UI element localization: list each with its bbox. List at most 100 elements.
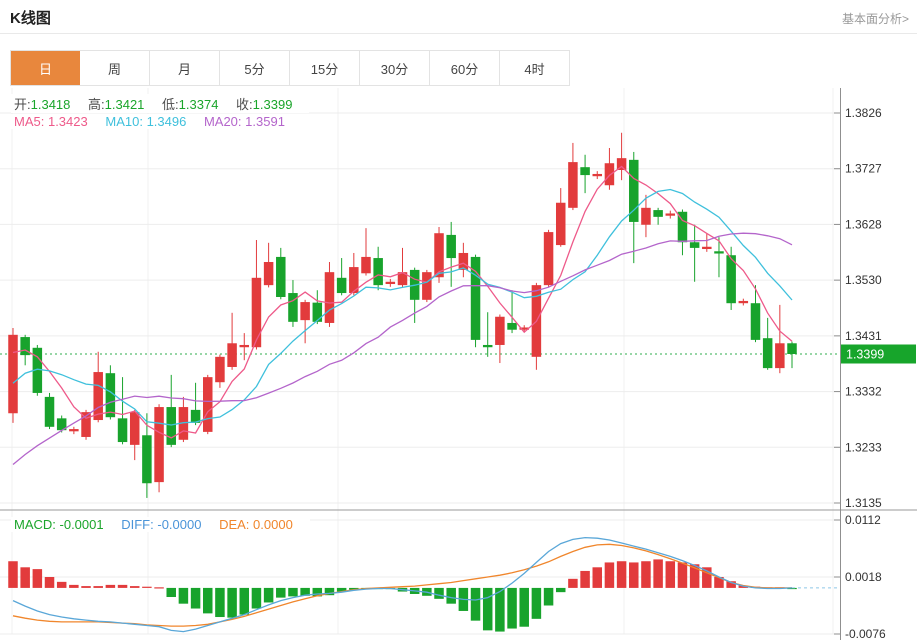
macd-axis-label: 0.0112 [845, 513, 881, 527]
open-label: 开: [14, 97, 31, 112]
tab-4hour[interactable]: 4时 [500, 51, 569, 85]
ma20-value: 1.3591 [245, 114, 285, 129]
open-value: 1.3418 [30, 97, 71, 112]
macd-hist-bar [178, 587, 189, 604]
macd-hist-bar [543, 587, 554, 606]
macd-hist-bar [288, 587, 298, 597]
candle-body [397, 272, 408, 286]
macd-hist-bar [117, 584, 128, 588]
tab-15min[interactable]: 15分 [290, 51, 360, 85]
candle-body [81, 412, 91, 437]
macd-hist-bar [336, 587, 347, 592]
tab-30min[interactable]: 30分 [360, 51, 430, 85]
candle-body [288, 293, 298, 322]
macd-hist-bar [69, 584, 79, 588]
macd-hist-bar [20, 567, 30, 588]
price-axis-label: 1.3135 [845, 496, 882, 510]
candle-body [458, 252, 469, 270]
tab-5min[interactable]: 5分 [220, 51, 290, 85]
macd-hist-bar [105, 584, 116, 588]
candle-body [56, 418, 67, 431]
macd-hist-bar [154, 587, 164, 589]
candle-body [629, 159, 639, 222]
period-tab-bar: 日 周 月 5分 15分 30分 60分 4时 [10, 50, 570, 86]
diff-line [12, 536, 793, 633]
candle-body [251, 277, 262, 348]
macd-hist-bar [276, 587, 286, 598]
price-axis-label: 1.3233 [845, 440, 882, 454]
candle-body [507, 322, 517, 330]
candle-body [677, 211, 688, 243]
macd-hist-bar [324, 587, 335, 596]
macd-hist-bar [8, 561, 18, 588]
macd-axis-label: -0.0076 [845, 627, 886, 641]
candle-body [239, 344, 250, 348]
candle-body [32, 347, 43, 393]
macd-hist-bar [190, 587, 201, 609]
ma20-label: MA20: [203, 114, 242, 129]
macd-hist-bar [604, 562, 615, 588]
candle-body [604, 163, 615, 186]
macd-hist-bar [665, 561, 676, 588]
candle-body [361, 256, 371, 274]
candle-body [20, 337, 30, 356]
candle-body [312, 302, 323, 322]
macd-hist-bar [32, 569, 43, 588]
tab-weekly[interactable]: 周 [80, 51, 150, 85]
ma10-line [12, 188, 793, 426]
candle-body [482, 344, 493, 348]
macd-hist-bar [702, 567, 712, 588]
macd-hist-bar [641, 561, 651, 588]
header: K线图 基本面分析> [0, 0, 917, 34]
price-axis-label: 1.3628 [845, 217, 882, 231]
page-title: K线图 [10, 10, 51, 27]
macd-hist-bar [531, 587, 542, 619]
macd-hist-bar [519, 587, 529, 627]
price-axis-label: 1.3431 [845, 329, 882, 343]
candle-body [519, 327, 529, 330]
macd-hist-bar [470, 587, 481, 621]
dea-value: 0.0000 [253, 517, 293, 532]
candle-body [762, 338, 773, 369]
tab-60min[interactable]: 60分 [430, 51, 500, 85]
macd-hist-bar [616, 561, 627, 588]
candle-body [142, 435, 152, 484]
ohlc-legend: 开:1.3418 高:1.3421 低:1.3374 收:1.3399 [11, 94, 310, 113]
macd-value: -0.0001 [59, 517, 104, 532]
candle-body [276, 256, 286, 297]
candle-body [93, 372, 103, 421]
ma-legend: MA5: 1.3423 MA10: 1.3496 MA20: 1.3591 [11, 114, 302, 129]
low-value: 1.3374 [178, 97, 219, 112]
macd-hist-bar [312, 587, 323, 597]
tab-daily[interactable]: 日 [11, 51, 80, 85]
macd-hist-bar [677, 562, 688, 588]
macd-hist-bar [227, 587, 237, 618]
macd-hist-bar [349, 587, 359, 590]
ma5-label: MA5: [14, 114, 45, 129]
candle-body [154, 407, 164, 483]
macd-hist-bar [726, 581, 736, 588]
macd-hist-bar [495, 587, 505, 632]
candle-body [203, 377, 213, 432]
high-label: 高: [88, 97, 105, 112]
dea-line [12, 543, 793, 627]
ma10-label: MA10: [105, 114, 143, 129]
candle-body [750, 303, 761, 340]
price-axis-label: 1.3332 [845, 385, 882, 399]
candle-body [434, 233, 444, 278]
candle-body [373, 258, 383, 286]
candle-body [385, 281, 396, 285]
candle-body [105, 373, 116, 418]
candle-body [665, 213, 676, 216]
macd-hist-bar [653, 559, 663, 588]
tab-monthly[interactable]: 月 [150, 51, 220, 85]
macd-hist-bar [507, 587, 517, 629]
current-price-badge [841, 344, 916, 364]
candle-body [787, 343, 797, 354]
macd-hist-bar [555, 587, 566, 593]
macd-hist-bar [129, 586, 140, 588]
candle-body [349, 267, 359, 294]
fundamental-analysis-link[interactable]: 基本面分析> [841, 12, 909, 26]
candle-body [555, 202, 566, 246]
